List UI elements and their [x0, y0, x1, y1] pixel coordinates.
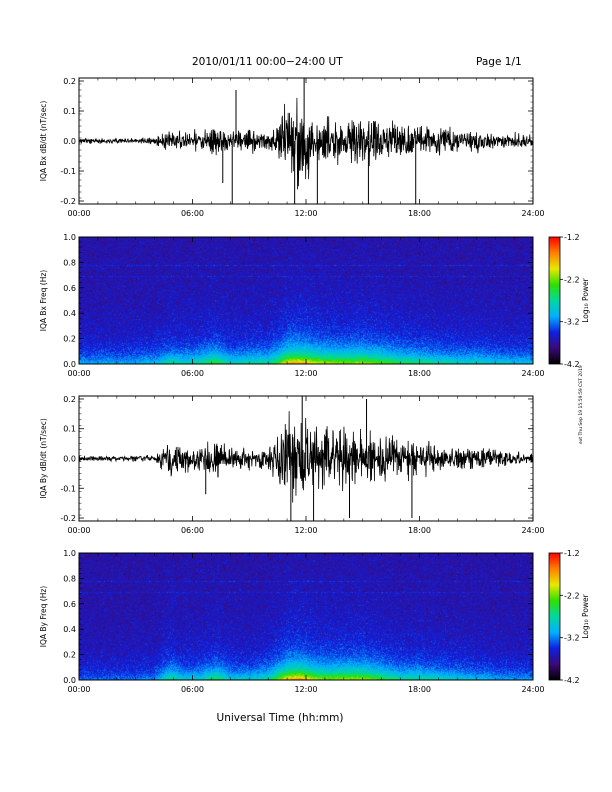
by-spectrogram-xtick-3: 18:00: [408, 685, 431, 694]
by-spectrogram-colorbar-tick-1: -2.2: [564, 591, 580, 600]
page-indicator: Page 1/1: [476, 56, 522, 68]
by-timeseries-xtick-4: 24:00: [521, 526, 544, 535]
by-timeseries-ytick-4: 0.2: [63, 395, 76, 404]
by-spectrogram-colorbar-tick-0: -1.2: [564, 549, 580, 558]
by-spectrogram-xtick-4: 24:00: [521, 685, 544, 694]
bx-timeseries-xtick-1: 06:00: [181, 209, 204, 218]
by-timeseries-xtick-1: 06:00: [181, 526, 204, 535]
by-timeseries-xtick-2: 12:00: [294, 526, 317, 535]
by-spectrogram-panel: -1.2 -2.2 -3.2 -4.2 Log₁₀ Power 00:00 06:00 12:…: [39, 549, 590, 694]
bx-spectrogram-colorbar-tick-3: -4.2: [564, 360, 580, 369]
by-timeseries-trace: [79, 411, 533, 503]
by-timeseries-panel: 00:00 06:00 12:00 18:00 24:00 -0.2 -0.1 0.0 0.1 0…: [39, 395, 545, 535]
bx-spectrogram-colorbar-tick-1: -2.2: [564, 275, 580, 284]
bx-spectrogram-ytick-1: 0.2: [63, 335, 76, 344]
bx-spectrogram-colorbar: [548, 236, 561, 365]
bx-timeseries-ytick-4: 0.2: [63, 77, 76, 86]
panels: 00:00 06:00 12:00 18:00 24:00 -0.2 -0.1 0.0 0.1 0…: [39, 77, 590, 694]
bx-timeseries-ytick-3: 0.1: [63, 107, 76, 116]
bx-spectrogram-xtick-3: 18:00: [408, 369, 431, 378]
by-spectrogram-ytick-5: 1.0: [63, 549, 76, 558]
bx-spectrogram-xtick-2: 12:00: [294, 369, 317, 378]
x-axis-title: Universal Time (hh:mm): [217, 712, 344, 724]
by-spectrogram-xtick-1: 06:00: [181, 685, 204, 694]
bx-spectrogram-colorbar-label: Log₁₀ Power: [581, 277, 590, 322]
by-spectrogram-ytick-3: 0.6: [63, 600, 76, 609]
by-timeseries-ytick-2: 0.0: [63, 455, 76, 464]
by-timeseries-ytick-1: -0.1: [60, 484, 76, 493]
figure-title: 2010/01/11 00:00−24:00 UT: [192, 56, 343, 68]
bx-spectrogram-ytick-2: 0.4: [63, 309, 76, 318]
bx-spectrogram-ytick-3: 0.6: [63, 284, 76, 293]
by-spectrogram-colorbar-tick-2: -3.2: [564, 634, 580, 643]
bx-timeseries-xtick-3: 18:00: [408, 209, 431, 218]
bx-spectrogram-cells: [79, 237, 533, 364]
bx-spectrogram-panel: -1.2 -2.2 -3.2 -4.2 Log₁₀ Power 00:00 06:00 12:…: [39, 233, 590, 378]
bx-timeseries-panel: 00:00 06:00 12:00 18:00 24:00 -0.2 -0.1 0.0 0.1 0…: [39, 77, 545, 218]
by-spectrogram-colorbar-label: Log₁₀ Power: [581, 593, 590, 638]
bx-spectrogram-ytick-4: 0.8: [63, 258, 76, 267]
by-timeseries-ylabel: IQA By dB/dt (nT/sec): [39, 418, 48, 499]
bx-spectrogram-xtick-4: 24:00: [521, 369, 544, 378]
bx-timeseries-ytick-0: -0.2: [60, 197, 76, 206]
bx-spectrogram-ytick-0: 0.0: [63, 360, 76, 369]
bx-spectrogram-xtick-1: 06:00: [181, 369, 204, 378]
by-timeseries-xtick-3: 18:00: [408, 526, 431, 535]
by-spectrogram-colorbar-tick-3: -4.2: [564, 676, 580, 685]
by-spectrogram-ytick-0: 0.0: [63, 676, 76, 685]
by-spectrogram-ylabel: IQA By Freq (Hz): [39, 586, 48, 648]
bx-spectrogram-colorbar-tick-2: -3.2: [564, 318, 580, 327]
by-spectrogram-xtick-2: 12:00: [294, 685, 317, 694]
side-note: ext Thu Sep 19 15:59:59 CST 2019: [578, 365, 584, 444]
bx-timeseries-xtick-4: 24:00: [521, 209, 544, 218]
bx-spectrogram-xtick-0: 00:00: [67, 369, 90, 378]
bx-spectrogram-colorbar-tick-0: -1.2: [564, 233, 580, 242]
bx-timeseries-ytick-2: 0.0: [63, 137, 76, 146]
by-spectrogram-ytick-1: 0.2: [63, 651, 76, 660]
by-spectrogram-ytick-4: 0.8: [63, 574, 76, 583]
bx-timeseries-ylabel: IQA Bx dB/dt (nT/sec): [39, 101, 48, 182]
bx-spectrogram-ytick-5: 1.0: [63, 233, 76, 242]
bx-timeseries-xtick-0: 00:00: [67, 209, 90, 218]
by-spectrogram-cells: [79, 553, 533, 680]
bx-spectrogram-ylabel: IQA Bx Freq (Hz): [39, 270, 48, 332]
bx-timeseries-trace: [79, 97, 533, 190]
by-spectrogram-xtick-0: 00:00: [67, 685, 90, 694]
by-timeseries-xtick-0: 00:00: [67, 526, 90, 535]
by-timeseries-ytick-3: 0.1: [63, 425, 76, 434]
bx-timeseries-ytick-1: -0.1: [60, 167, 76, 176]
by-timeseries-ytick-0: -0.2: [60, 514, 76, 523]
bx-timeseries-xtick-2: 12:00: [294, 209, 317, 218]
by-spectrogram-colorbar: [548, 552, 561, 681]
by-spectrogram-ytick-2: 0.4: [63, 625, 76, 634]
